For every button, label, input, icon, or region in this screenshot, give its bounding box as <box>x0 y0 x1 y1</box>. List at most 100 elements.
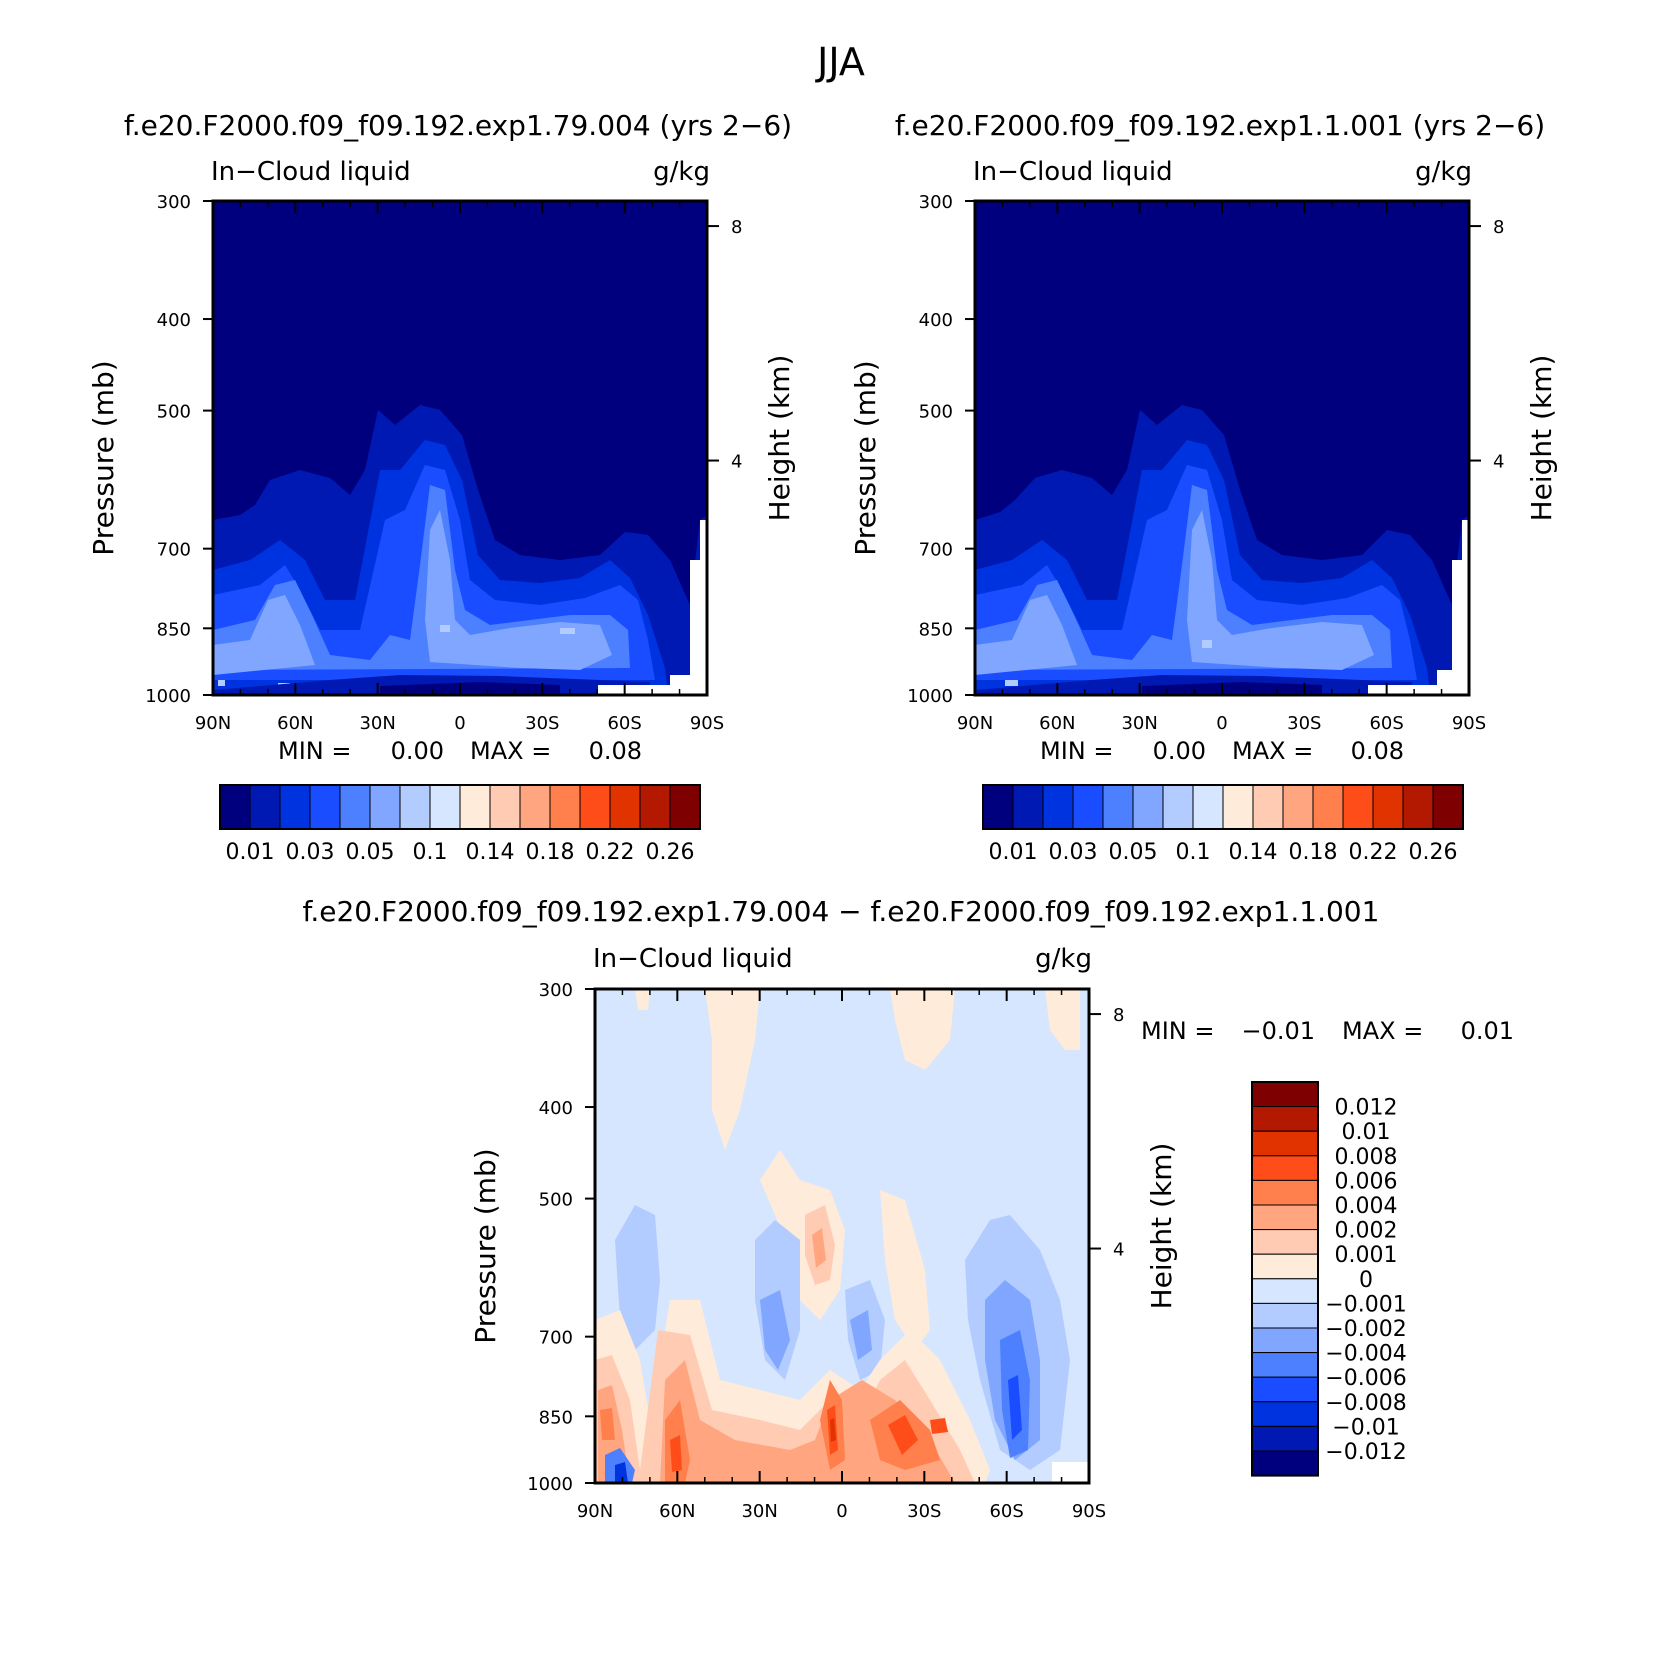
colorbar-swatch <box>1342 784 1374 830</box>
x-tick-label: 30N <box>1121 713 1157 734</box>
colorbar-swatch <box>339 784 371 830</box>
colorbar: 0.01 0.03 0.05 0.1 0.14 0.18 0.22 0.26 <box>982 784 1464 865</box>
colorbar: 0.01 0.03 0.05 0.1 0.14 0.18 0.22 0.26 <box>219 784 701 865</box>
y-tick-label: 400 <box>539 1098 573 1119</box>
colorbar-swatch <box>1192 784 1224 830</box>
max-label: MAX = <box>470 737 551 765</box>
y-axis-title: Pressure (mb) <box>469 1148 502 1343</box>
colorbar-swatch <box>399 784 431 830</box>
axis-group: 90N 60N 30N 0 30S 60S 90S 300 400 500 700 850 1000 8 4… <box>849 192 1558 734</box>
x-tick-label: 60S <box>1369 713 1403 734</box>
x-tick-label: 60N <box>659 1501 695 1522</box>
panel-stats: MIN = 0.00 MAX = 0.08 <box>1040 737 1404 765</box>
colorbar-label: 0.1 <box>1176 840 1211 865</box>
colorbar-label: 0.14 <box>466 840 515 865</box>
colorbar-swatch <box>609 784 641 830</box>
min-value: −0.01 <box>1241 1017 1315 1045</box>
axis-group: 90N 60N 30N 0 30S 60S 90S 300 400 500 700 850 1000 8 4… <box>469 980 1178 1522</box>
colorbar-swatch <box>1251 1376 1319 1403</box>
contour-pos-4 <box>600 1380 940 1483</box>
colorbar: 0.0120.010.0080.0060.0040.0020.0010−0.00… <box>1251 1081 1407 1477</box>
colorbar-swatch <box>369 784 401 830</box>
colorbar-label: 0.03 <box>286 840 335 865</box>
contour-field <box>213 201 707 695</box>
colorbar-swatch <box>1251 1401 1319 1427</box>
colorbar-label: −0.006 <box>1325 1366 1406 1391</box>
colorbar-label: −0.002 <box>1325 1317 1406 1342</box>
y-tick-label: 500 <box>919 402 953 423</box>
colorbar-swatch <box>639 784 671 830</box>
contour-field <box>595 989 1089 1483</box>
colorbar-swatch <box>459 784 491 830</box>
colorbar-swatch <box>982 784 1014 830</box>
panel-units-label: g/kg <box>1415 157 1472 187</box>
contour-level-6 <box>213 510 612 675</box>
panel-variable-label: In−Cloud liquid <box>211 157 411 187</box>
colorbar-swatch <box>1251 1204 1319 1231</box>
colorbar-label: 0.01 <box>226 840 275 865</box>
y2-axis-title: Height (km) <box>1525 355 1558 522</box>
y2-tick-label: 4 <box>1493 452 1504 473</box>
missing-data-region <box>1052 1462 1089 1483</box>
colorbar-label: 0.004 <box>1335 1194 1398 1219</box>
x-tick-label: 90S <box>1072 1501 1106 1522</box>
panel-difference: f.e20.F2000.f09_f09.192.exp1.79.004 − f.… <box>303 895 1514 1522</box>
y-tick-label: 850 <box>919 619 953 640</box>
colorbar-swatch <box>1132 784 1164 830</box>
x-tick-label: 90S <box>1452 713 1486 734</box>
x-tick-label: 60N <box>1039 713 1075 734</box>
panel-stats: MIN = −0.01 MAX = 0.01 <box>1141 1017 1514 1045</box>
colorbar-label: −0.012 <box>1325 1440 1406 1465</box>
colorbar-frame <box>1251 1081 1319 1477</box>
colorbar-label: 0.14 <box>1229 840 1278 865</box>
colorbar-swatch <box>279 784 311 830</box>
colorbar-swatch <box>429 784 461 830</box>
y-tick-label: 300 <box>919 192 953 213</box>
x-tick-label: 90N <box>577 1501 613 1522</box>
y-tick-label: 700 <box>919 540 953 561</box>
colorbar-swatch <box>1251 1130 1319 1157</box>
contour-level-5 <box>213 485 630 670</box>
colorbar-label: 0.22 <box>586 840 635 865</box>
y-tick-label: 850 <box>157 619 191 640</box>
x-tick-label: 90N <box>195 713 231 734</box>
colorbar-label: 0.05 <box>346 840 395 865</box>
colorbar-label: 0.26 <box>1409 840 1458 865</box>
colorbar-swatch <box>1072 784 1104 830</box>
colorbar-swatch <box>519 784 551 830</box>
colorbar-swatch <box>1282 784 1314 830</box>
contour-pos-streak <box>635 989 1080 1150</box>
contour-level-5 <box>975 485 1392 670</box>
colorbar-swatch <box>1251 1302 1319 1329</box>
contour-neg-4 <box>1008 1375 1022 1440</box>
x-tick-label: 30S <box>907 1501 941 1522</box>
colorbar-swatch <box>579 784 611 830</box>
colorbar-swatch <box>219 784 251 830</box>
contour-pos-mid3 <box>812 1228 826 1268</box>
x-tick-label: 60S <box>989 1501 1023 1522</box>
contour-pos-6 <box>830 1418 836 1442</box>
colorbar-swatch <box>1251 1081 1319 1108</box>
colorbar-label: 0.006 <box>1335 1169 1398 1194</box>
y2-tick-label: 8 <box>1113 1005 1124 1026</box>
colorbar-swatch <box>1251 1106 1319 1132</box>
max-label: MAX = <box>1342 1017 1423 1045</box>
contour-pos-mid <box>760 1150 930 1350</box>
y-tick-label: 1000 <box>907 686 953 707</box>
colorbar-swatch <box>1251 1278 1319 1304</box>
y2-axis-title: Height (km) <box>1145 1143 1178 1310</box>
x-tick-label: 90S <box>690 713 724 734</box>
colorbar-swatch <box>1251 1425 1319 1452</box>
panel-variable-label: In−Cloud liquid <box>973 157 1173 187</box>
x-tick-label: 30S <box>1287 713 1321 734</box>
y-tick-label: 500 <box>157 402 191 423</box>
panel-model-a: f.e20.F2000.f09_f09.192.exp1.79.004 (yrs… <box>87 109 796 865</box>
x-tick-label: 30N <box>359 713 395 734</box>
colorbar-swatch <box>1102 784 1134 830</box>
axis-group: 90N 60N 30N 0 30S 60S 90S 300 400 500 700 850 1000 8 4… <box>87 192 796 734</box>
x-tick-label: 0 <box>1216 713 1227 734</box>
x-tick-label: 60N <box>277 713 313 734</box>
colorbar-swatch <box>1251 1327 1319 1354</box>
colorbar-frame <box>982 784 1464 830</box>
